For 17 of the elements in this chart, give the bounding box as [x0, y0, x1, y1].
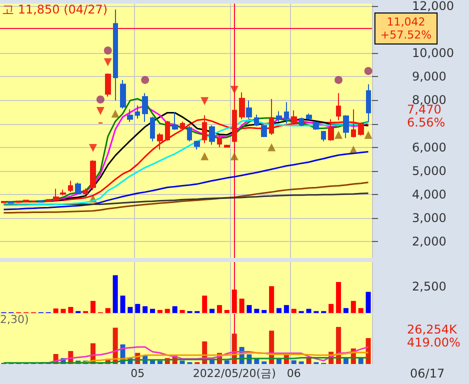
y-tick-label: 2,000	[412, 234, 446, 249]
text: 2,500	[412, 280, 446, 294]
y-tick-label: 9,000	[412, 70, 446, 84]
x-tick-label: 2022/05/20(금)	[192, 367, 276, 380]
y-tick-label: 3,000	[412, 210, 446, 225]
y-tick-label: 4,000	[412, 187, 446, 202]
text: 26,254K 419.00%	[407, 322, 460, 350]
ref-line-label: 11,042 +57.52%	[380, 16, 432, 42]
y-tick-label: 12,000	[412, 0, 454, 13]
annotation: 고 11,850 (04/27)	[2, 2, 108, 16]
x-tick-label: 06	[286, 367, 301, 380]
y-tick-label: 10,000	[412, 46, 454, 60]
chart-title: 2,30)	[0, 313, 29, 326]
x-tick-label: 05	[130, 367, 145, 380]
y-tick-label: 6,000	[412, 140, 446, 154]
text: 06/17	[410, 366, 445, 380]
y-tick-label: 5,000	[412, 164, 446, 178]
